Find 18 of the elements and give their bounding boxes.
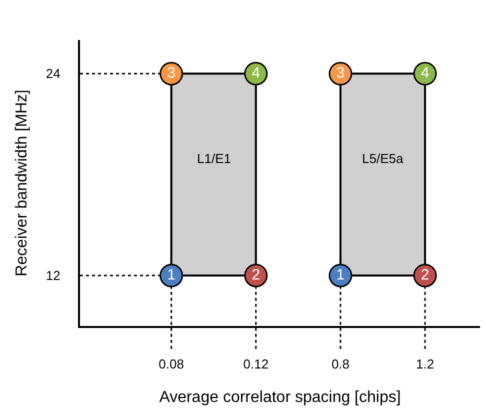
band-label: L5/E5a: [362, 151, 404, 166]
x-axis-title: Average correlator spacing [chips]: [159, 388, 401, 406]
text: 3: [336, 64, 345, 82]
text: 1: [336, 266, 345, 284]
x-tick-label: 0.12: [243, 356, 269, 372]
series-label: 1: [167, 266, 176, 284]
series-label: 3: [167, 64, 176, 82]
x-tick-label: 0.8: [331, 356, 350, 372]
y-axis-title: Receiver bandwidth [MHz]: [13, 90, 30, 276]
band-label: L1/E1: [197, 151, 231, 166]
x-tick-label: 1.2: [416, 356, 434, 372]
text: 2: [420, 266, 430, 284]
x-tick-label: 0.08: [158, 356, 184, 372]
y-tick-label: 12: [46, 268, 60, 284]
series-label: 2: [252, 266, 260, 284]
text: 4: [420, 64, 430, 82]
y-tick-label: 24: [46, 66, 60, 82]
series-label: 4: [252, 64, 260, 82]
